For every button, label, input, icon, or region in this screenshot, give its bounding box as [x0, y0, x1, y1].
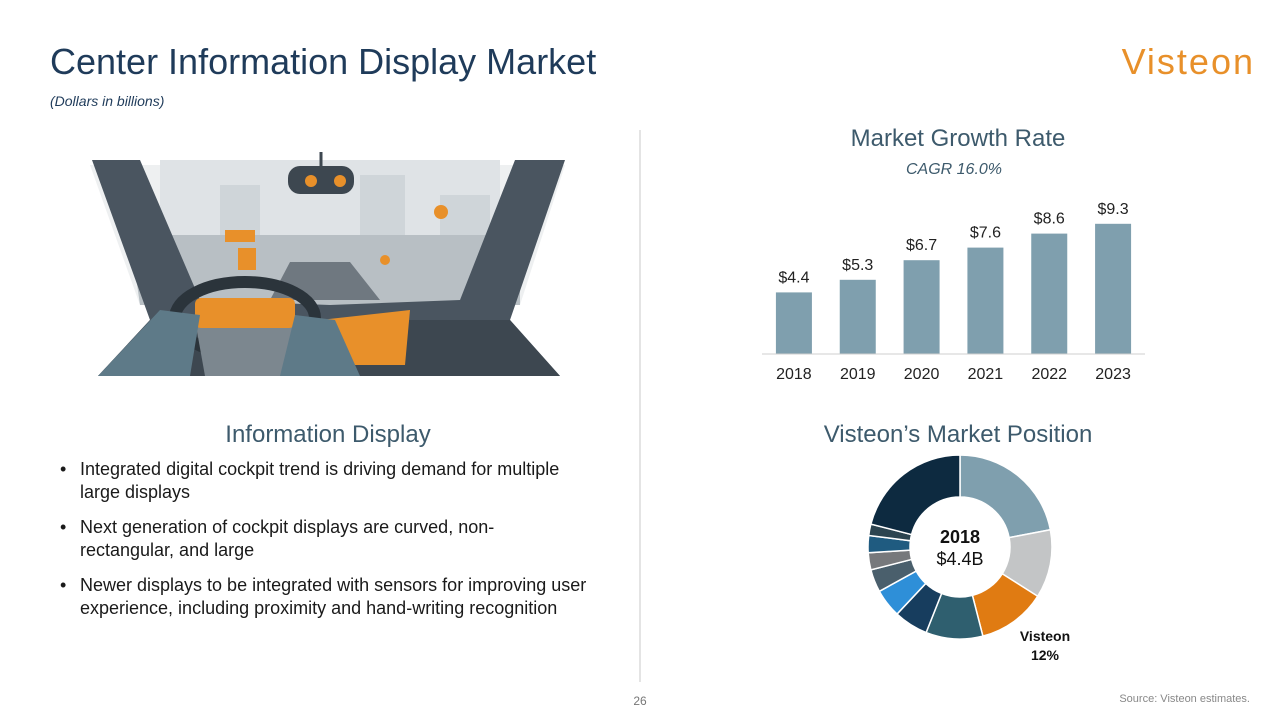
segment-value-label: 12% [1031, 647, 1060, 663]
value-label: $7.6 [970, 225, 1001, 242]
x-tick-label: 2021 [968, 366, 1004, 383]
bar-chart: Market Growth Rate CAGR 16.0% $4.4 2018 $5… [762, 125, 1145, 383]
center-value: $4.4B [936, 549, 983, 569]
page-number: 26 [633, 694, 647, 708]
x-tick-label: 2023 [1095, 366, 1131, 383]
bar [967, 247, 1004, 354]
segment-label: Visteon [1020, 628, 1070, 644]
x-tick-label: 2019 [840, 366, 876, 383]
cockpit-illustration [90, 152, 565, 376]
bar [775, 292, 812, 354]
value-label: $6.7 [906, 237, 937, 254]
chart-title: Market Growth Rate [851, 125, 1066, 152]
chart-subtitle: CAGR 16.0% [906, 161, 1002, 178]
bar [1031, 233, 1068, 354]
bar [903, 260, 940, 354]
section-heading: Information Display [225, 421, 430, 448]
bar [839, 279, 876, 354]
center-label: 2018 [940, 527, 980, 547]
value-label: $5.3 [842, 257, 873, 274]
x-tick-label: 2018 [776, 366, 812, 383]
bullet: Next generation of cockpit displays are … [58, 516, 588, 562]
donut-segment [869, 454, 961, 536]
x-tick-label: 2020 [904, 366, 940, 383]
source-note: Source: Visteon estimates. [1119, 693, 1250, 705]
bar [1095, 223, 1132, 354]
value-label: $8.6 [1034, 211, 1065, 228]
value-label: $9.3 [1098, 201, 1129, 218]
value-label: $4.4 [778, 269, 809, 286]
slide-title: Center Information Display Market [50, 41, 596, 82]
bullet: Integrated digital cockpit trend is driv… [58, 458, 588, 504]
donut-segment [959, 454, 1052, 539]
logo: Visteon [1122, 41, 1255, 82]
donut-chart: Visteon’s Market Position Visteon 12% 2018… [824, 421, 1093, 663]
bullet-list: Integrated digital cockpit trend is driv… [58, 458, 588, 632]
x-tick-label: 2022 [1031, 366, 1067, 383]
bullet: Newer displays to be integrated with sen… [58, 574, 588, 620]
slide-subtitle: (Dollars in billions) [50, 93, 164, 109]
chart-title: Visteon’s Market Position [824, 421, 1093, 448]
